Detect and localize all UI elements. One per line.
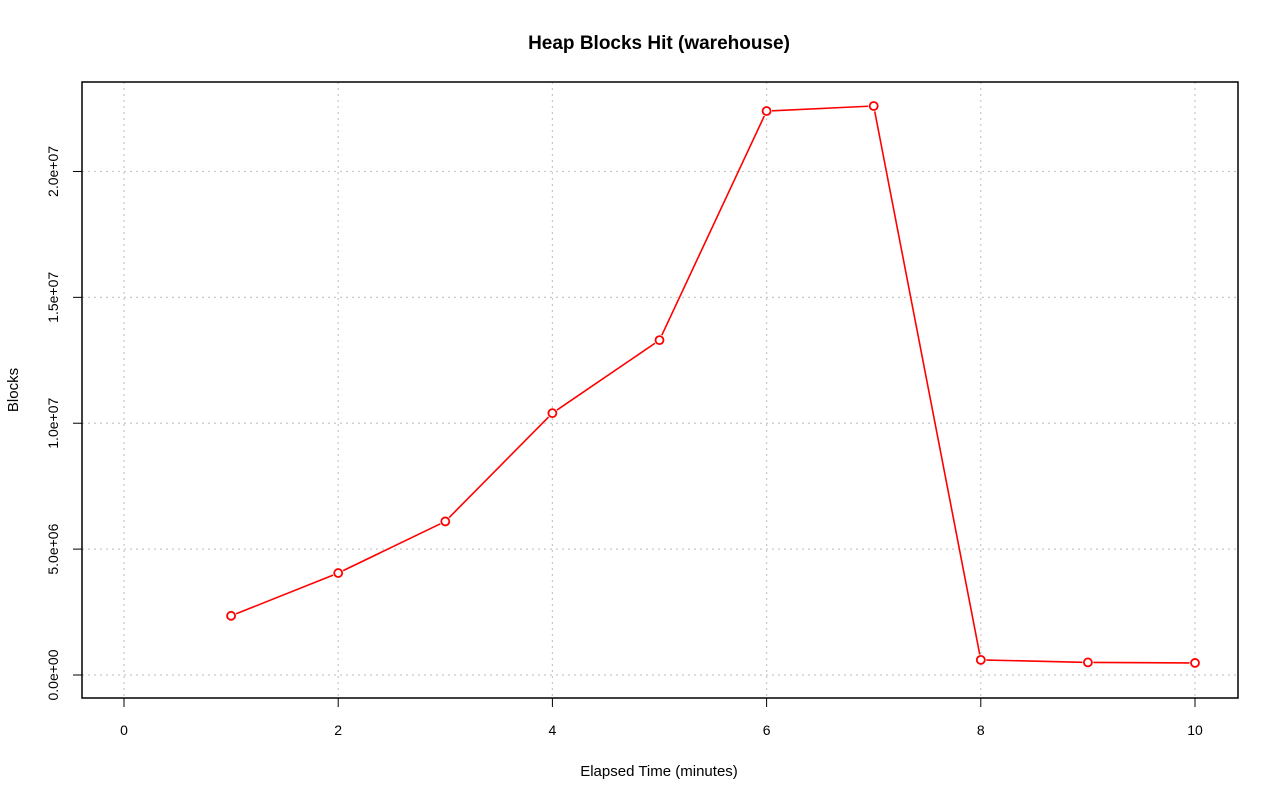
data-point bbox=[761, 106, 772, 116]
series-line-segment bbox=[772, 105, 869, 112]
y-tick-label: 1.0e+07 bbox=[45, 398, 61, 449]
data-point bbox=[868, 101, 879, 111]
data-point bbox=[440, 516, 451, 527]
x-axis: 0 2 4 6 8 10 bbox=[120, 698, 1203, 738]
y-tick-label: 1.5e+07 bbox=[45, 272, 61, 323]
y-axis-label: Blocks bbox=[5, 368, 22, 412]
x-tick-label: 0 bbox=[120, 722, 128, 738]
series-line-segment bbox=[873, 111, 981, 655]
series-line-segment bbox=[342, 523, 441, 572]
data-point bbox=[226, 610, 237, 621]
x-tick-label: 4 bbox=[549, 722, 557, 738]
x-tick-label: 8 bbox=[977, 722, 985, 738]
x-tick-label: 2 bbox=[334, 722, 342, 738]
y-tick-label: 5.0e+06 bbox=[45, 523, 61, 574]
x-tick-label: 10 bbox=[1187, 722, 1203, 738]
data-point bbox=[333, 568, 344, 578]
y-tick-label: 0.0e+00 bbox=[45, 649, 61, 700]
chart-title: Heap Blocks Hit (warehouse) bbox=[528, 33, 790, 54]
x-axis-label: Elapsed Time (minutes) bbox=[580, 763, 738, 780]
series-line-segment bbox=[235, 574, 334, 615]
data-series bbox=[226, 101, 1200, 668]
y-tick-label: 2.0e+07 bbox=[45, 146, 61, 197]
plot-frame bbox=[81, 81, 1239, 699]
data-point bbox=[1190, 658, 1200, 668]
series-line-segment bbox=[986, 659, 1083, 664]
series-line-segment bbox=[556, 342, 656, 411]
y-axis: 0.0e+00 5.0e+06 1.0e+07 1.5e+07 2.0e+07 bbox=[45, 146, 82, 701]
grid bbox=[82, 82, 1238, 698]
series-line-segment bbox=[661, 115, 765, 336]
data-point bbox=[547, 408, 558, 419]
x-tick-label: 6 bbox=[763, 722, 771, 738]
series-line-segment bbox=[448, 416, 550, 519]
data-point bbox=[975, 654, 986, 665]
data-point bbox=[1083, 657, 1093, 668]
data-point bbox=[654, 335, 665, 346]
